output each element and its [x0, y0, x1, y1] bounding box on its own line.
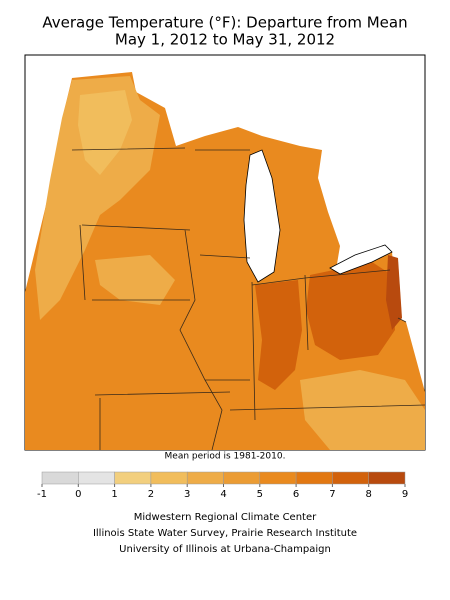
legend-swatch	[368, 471, 406, 485]
region-lighter	[78, 90, 132, 175]
title-line: May 1, 2012 to May 31, 2012	[115, 31, 335, 49]
region-darker	[386, 255, 402, 330]
map	[24, 54, 426, 451]
legend-tick-label: 9	[402, 489, 408, 500]
legend-swatch	[259, 471, 297, 485]
legend-swatch	[150, 471, 188, 485]
credit-line: University of Illinois at Urbana-Champai…	[119, 544, 331, 555]
region-dark	[306, 262, 395, 360]
mean-period-note: Mean period is 1981-2010.	[165, 452, 286, 462]
credit-line: Illinois State Water Survey, Prairie Res…	[93, 528, 357, 539]
credit-line: Midwestern Regional Climate Center	[134, 512, 317, 523]
lake-erie	[329, 244, 393, 275]
legend-tick-label: 2	[148, 489, 154, 500]
legend-swatch	[114, 471, 152, 485]
legend-swatch	[41, 471, 79, 485]
legend-tick-label: 0	[75, 489, 81, 500]
lake-michigan	[243, 149, 281, 283]
legend-tick-label: 5	[257, 489, 263, 500]
legend-tick-label: 4	[220, 489, 226, 500]
region-light	[95, 255, 175, 305]
legend-swatch	[223, 471, 261, 485]
legend-tick-label: 8	[366, 489, 372, 500]
state-borders	[71, 147, 426, 451]
region-light	[300, 370, 425, 450]
legend-swatch	[332, 471, 369, 485]
legend-tick-label: -1	[37, 489, 47, 500]
legend-swatch	[78, 471, 115, 485]
title-line: Average Temperature (°F): Departure from…	[42, 14, 407, 32]
region-dark	[255, 280, 302, 390]
legend-tick-label: 1	[111, 489, 117, 500]
legend-tick-label: 7	[329, 489, 335, 500]
legend-tick-label: 3	[184, 489, 190, 500]
legend-swatch	[295, 471, 333, 485]
legend-tick-label: 6	[293, 489, 299, 500]
legend-swatch	[186, 471, 224, 485]
color-legend: -1 0 1 2 3 4 5 6 7 8 9	[37, 471, 408, 500]
region-light	[35, 76, 160, 320]
